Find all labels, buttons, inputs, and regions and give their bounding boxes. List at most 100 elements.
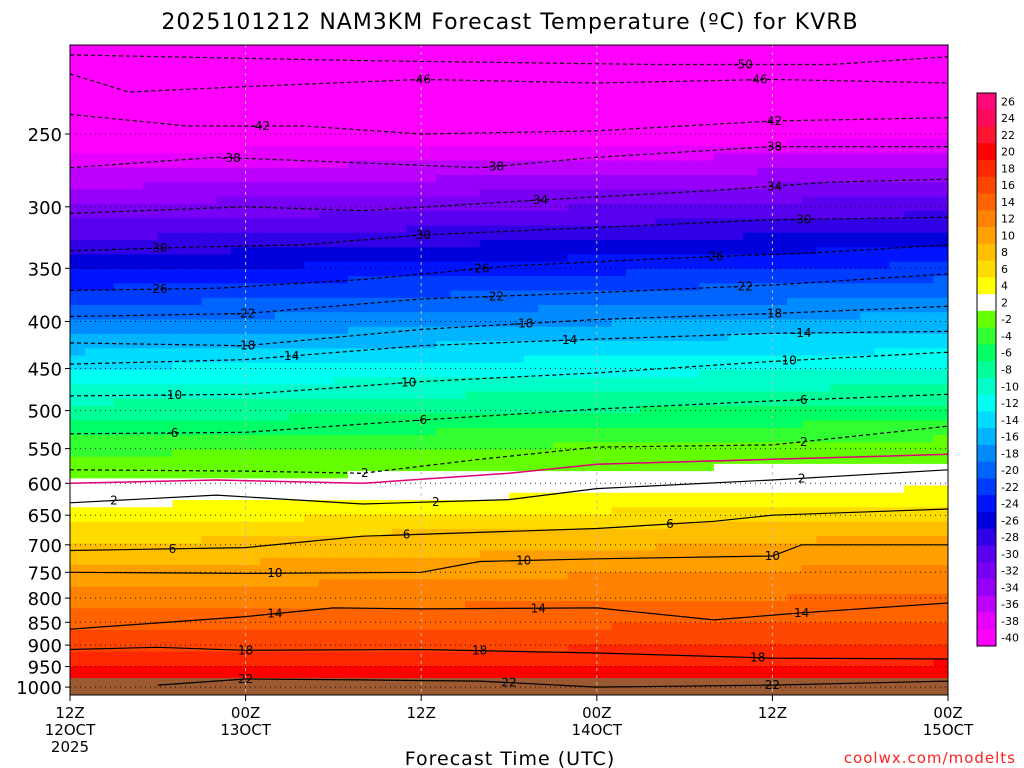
temperature-cell	[406, 189, 422, 198]
temperature-cell	[552, 297, 569, 306]
temperature-cell	[201, 492, 217, 501]
temperature-cell	[348, 102, 364, 111]
temperature-cell	[289, 398, 305, 407]
temperature-cell	[377, 95, 393, 104]
temperature-cell	[860, 565, 876, 573]
temperature-cell	[377, 45, 393, 53]
temperature-cell	[245, 557, 261, 566]
temperature-cell	[816, 637, 832, 646]
temperature-cell	[128, 471, 144, 479]
temperature-cell	[874, 203, 891, 212]
temperature-cell	[684, 189, 700, 198]
temperature-cell	[348, 398, 364, 407]
temperature-cell	[552, 355, 569, 364]
temperature-cell	[304, 658, 320, 667]
temperature-cell	[421, 240, 437, 248]
temperature-cell	[157, 586, 174, 595]
temperature-cell	[216, 290, 232, 299]
temperature-cell	[113, 536, 130, 544]
temperature-cell	[816, 319, 832, 328]
temperature-cell	[845, 81, 861, 89]
temperature-cell	[333, 254, 349, 263]
temperature-cell	[567, 557, 583, 566]
temperature-cell	[538, 261, 554, 270]
temperature-cell	[157, 384, 174, 393]
temperature-cell	[655, 651, 671, 660]
temperature-cell	[406, 254, 422, 263]
temperature-cell	[582, 427, 598, 436]
temperature-cell	[421, 673, 437, 682]
temperature-cell	[801, 232, 817, 241]
temperature-cell	[787, 355, 803, 364]
temperature-cell	[626, 449, 642, 458]
temperature-cell	[230, 406, 247, 414]
temperature-cell	[216, 110, 232, 118]
temperature-cell	[669, 543, 686, 552]
temperature-cell	[113, 673, 130, 682]
temperature-cell	[757, 131, 773, 140]
temperature-cell	[377, 333, 393, 342]
temperature-cell	[113, 370, 130, 378]
temperature-cell	[157, 131, 174, 140]
temperature-cell	[743, 88, 759, 97]
temperature-cell	[289, 608, 305, 617]
temperature-cell	[157, 326, 174, 335]
temperature-cell	[113, 297, 130, 306]
temperature-cell	[845, 398, 861, 407]
temperature-cell	[406, 572, 422, 581]
temperature-cell	[669, 225, 686, 234]
temperature-cell	[801, 593, 817, 602]
temperature-cell	[435, 500, 452, 508]
temperature-cell	[201, 312, 217, 321]
temperature-cell	[333, 290, 349, 299]
temperature-cell	[362, 333, 378, 342]
temperature-cell	[611, 182, 627, 191]
temperature-cell	[348, 167, 364, 176]
temperature-cell	[84, 153, 100, 162]
temperature-cell	[816, 225, 832, 234]
temperature-cell	[552, 348, 569, 357]
temperature-cell	[318, 435, 334, 443]
temperature-cell	[743, 435, 759, 443]
temperature-cell	[172, 88, 188, 97]
temperature-cell	[465, 456, 481, 465]
temperature-cell	[245, 507, 261, 516]
temperature-cell	[84, 413, 100, 422]
temperature-cell	[113, 543, 130, 552]
temperature-cell	[113, 268, 130, 277]
temperature-cell	[801, 66, 817, 75]
temperature-cell	[391, 550, 408, 559]
temperature-cell	[274, 88, 291, 97]
temperature-cell	[128, 211, 144, 219]
temperature-cell	[699, 211, 715, 219]
temperature-cell	[128, 658, 144, 667]
temperature-cell	[582, 420, 598, 429]
temperature-cell	[333, 398, 349, 407]
temperature-cell	[655, 608, 671, 617]
temperature-cell	[362, 384, 378, 393]
temperature-cell	[845, 182, 861, 191]
temperature-cell	[348, 471, 364, 479]
temperature-cell	[699, 131, 715, 140]
temperature-cell	[757, 601, 773, 609]
temperature-cell	[289, 297, 305, 306]
temperature-cell	[230, 398, 247, 407]
temperature-cell	[70, 565, 86, 573]
temperature-cell	[787, 218, 803, 227]
temperature-cell	[187, 485, 203, 494]
temperature-cell	[230, 601, 247, 609]
temperature-cell	[757, 305, 773, 313]
temperature-cell	[377, 73, 393, 82]
temperature-cell	[699, 153, 715, 162]
temperature-cell	[655, 218, 671, 227]
temperature-cell	[552, 326, 569, 335]
temperature-cell	[523, 189, 539, 198]
temperature-cell	[699, 370, 715, 378]
temperature-cell	[245, 521, 261, 530]
temperature-cell	[626, 586, 642, 595]
temperature-cell	[304, 73, 320, 82]
temperature-cell	[787, 146, 803, 154]
temperature-cell	[304, 290, 320, 299]
temperature-cell	[567, 377, 583, 386]
temperature-cell	[304, 45, 320, 53]
